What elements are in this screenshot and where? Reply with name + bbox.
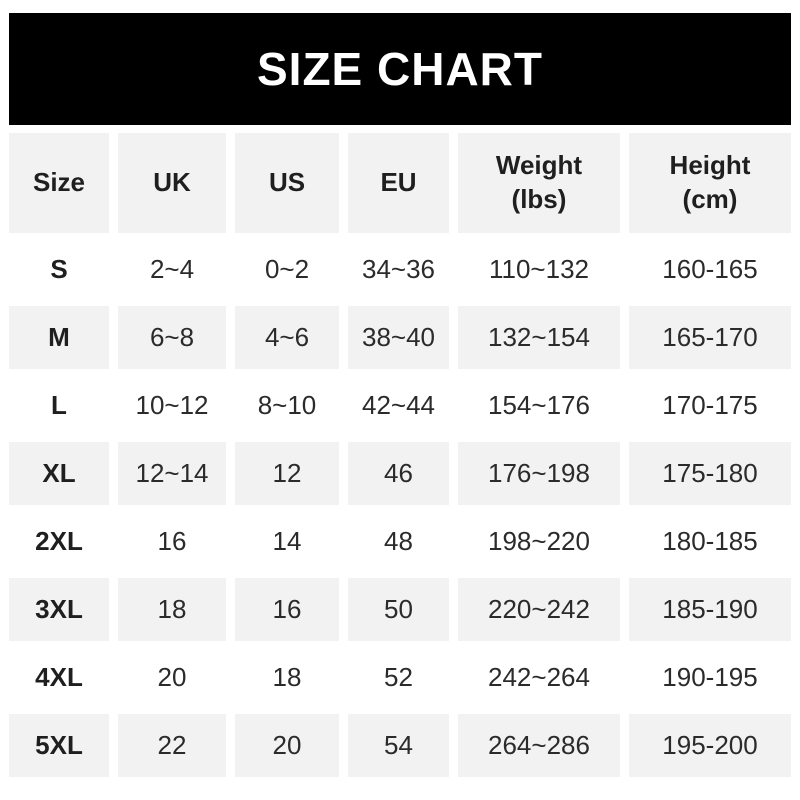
cell-us: 16	[235, 578, 339, 641]
table-row: 4XL 20 18 52 242~264 190-195	[9, 646, 791, 709]
cell-size: 4XL	[9, 646, 109, 709]
column-header-uk: UK	[118, 133, 226, 233]
cell-height: 160-165	[629, 238, 791, 301]
cell-uk: 20	[118, 646, 226, 709]
cell-height: 180-185	[629, 510, 791, 573]
cell-uk: 12~14	[118, 442, 226, 505]
cell-height: 185-190	[629, 578, 791, 641]
cell-eu: 50	[348, 578, 449, 641]
cell-size: 3XL	[9, 578, 109, 641]
cell-weight: 220~242	[458, 578, 620, 641]
cell-eu: 54	[348, 714, 449, 777]
size-chart-table: Size UK US EU Weight (lbs) Height (cm) S 2…	[0, 128, 800, 782]
cell-us: 12	[235, 442, 339, 505]
cell-uk: 16	[118, 510, 226, 573]
cell-eu: 38~40	[348, 306, 449, 369]
table-row: XL 12~14 12 46 176~198 175-180	[9, 442, 791, 505]
cell-weight: 176~198	[458, 442, 620, 505]
cell-eu: 42~44	[348, 374, 449, 437]
cell-uk: 6~8	[118, 306, 226, 369]
table-row: 3XL 18 16 50 220~242 185-190	[9, 578, 791, 641]
cell-size: S	[9, 238, 109, 301]
cell-us: 8~10	[235, 374, 339, 437]
cell-eu: 48	[348, 510, 449, 573]
cell-eu: 46	[348, 442, 449, 505]
cell-height: 170-175	[629, 374, 791, 437]
cell-height: 195-200	[629, 714, 791, 777]
cell-size: L	[9, 374, 109, 437]
table-row: S 2~4 0~2 34~36 110~132 160-165	[9, 238, 791, 301]
cell-size: M	[9, 306, 109, 369]
cell-size: XL	[9, 442, 109, 505]
column-header-us: US	[235, 133, 339, 233]
table-row: M 6~8 4~6 38~40 132~154 165-170	[9, 306, 791, 369]
table-row: 2XL 16 14 48 198~220 180-185	[9, 510, 791, 573]
cell-eu: 34~36	[348, 238, 449, 301]
cell-uk: 22	[118, 714, 226, 777]
cell-weight: 110~132	[458, 238, 620, 301]
cell-us: 0~2	[235, 238, 339, 301]
cell-weight: 198~220	[458, 510, 620, 573]
cell-us: 20	[235, 714, 339, 777]
cell-uk: 18	[118, 578, 226, 641]
cell-us: 18	[235, 646, 339, 709]
size-chart-banner: SIZE CHART	[9, 13, 791, 125]
table-row: L 10~12 8~10 42~44 154~176 170-175	[9, 374, 791, 437]
cell-us: 4~6	[235, 306, 339, 369]
cell-height: 175-180	[629, 442, 791, 505]
cell-uk: 2~4	[118, 238, 226, 301]
cell-height: 190-195	[629, 646, 791, 709]
cell-weight: 132~154	[458, 306, 620, 369]
cell-weight: 154~176	[458, 374, 620, 437]
cell-height: 165-170	[629, 306, 791, 369]
cell-size: 2XL	[9, 510, 109, 573]
column-header-eu: EU	[348, 133, 449, 233]
header-row: Size UK US EU Weight (lbs) Height (cm)	[9, 133, 791, 233]
cell-weight: 264~286	[458, 714, 620, 777]
column-header-height: Height (cm)	[629, 133, 791, 233]
cell-uk: 10~12	[118, 374, 226, 437]
column-header-weight: Weight (lbs)	[458, 133, 620, 233]
page-title: SIZE CHART	[257, 43, 543, 95]
cell-eu: 52	[348, 646, 449, 709]
column-header-size: Size	[9, 133, 109, 233]
cell-us: 14	[235, 510, 339, 573]
cell-weight: 242~264	[458, 646, 620, 709]
cell-size: 5XL	[9, 714, 109, 777]
table-row: 5XL 22 20 54 264~286 195-200	[9, 714, 791, 777]
